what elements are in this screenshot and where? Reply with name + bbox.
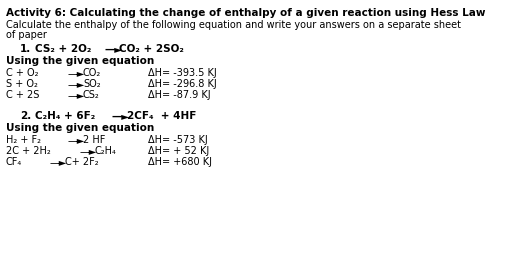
Text: CO₂: CO₂ bbox=[83, 68, 101, 78]
Text: —►: —► bbox=[68, 90, 85, 100]
Text: —►: —► bbox=[68, 79, 85, 89]
Text: CS₂: CS₂ bbox=[83, 90, 100, 100]
Text: ΔH= -87.9 KJ: ΔH= -87.9 KJ bbox=[148, 90, 211, 100]
Text: —►: —► bbox=[68, 68, 85, 78]
Text: —►: —► bbox=[105, 44, 123, 54]
Text: ΔH= -393.5 KJ: ΔH= -393.5 KJ bbox=[148, 68, 217, 78]
Text: ΔH= -296.8 KJ: ΔH= -296.8 KJ bbox=[148, 79, 217, 89]
Text: —►: —► bbox=[80, 146, 97, 156]
Text: C+ 2F₂: C+ 2F₂ bbox=[65, 157, 99, 167]
Text: ΔH= +680 KJ: ΔH= +680 KJ bbox=[148, 157, 212, 167]
Text: —►: —► bbox=[68, 135, 85, 145]
Text: C₂H₄ + 6F₂: C₂H₄ + 6F₂ bbox=[35, 111, 95, 121]
Text: CO₂ + 2SO₂: CO₂ + 2SO₂ bbox=[119, 44, 184, 54]
Text: 2.: 2. bbox=[20, 111, 31, 121]
Text: H₂ + F₂: H₂ + F₂ bbox=[6, 135, 41, 145]
Text: C₂H₄: C₂H₄ bbox=[95, 146, 117, 156]
Text: CF₄: CF₄ bbox=[6, 157, 22, 167]
Text: 2 HF: 2 HF bbox=[83, 135, 105, 145]
Text: CS₂ + 2O₂: CS₂ + 2O₂ bbox=[35, 44, 92, 54]
Text: —►: —► bbox=[112, 111, 130, 121]
Text: of paper: of paper bbox=[6, 30, 47, 40]
Text: C + O₂: C + O₂ bbox=[6, 68, 39, 78]
Text: C + 2S: C + 2S bbox=[6, 90, 39, 100]
Text: ΔH= + 52 KJ: ΔH= + 52 KJ bbox=[148, 146, 209, 156]
Text: ΔH= -573 KJ: ΔH= -573 KJ bbox=[148, 135, 208, 145]
Text: Using the given equation: Using the given equation bbox=[6, 56, 154, 66]
Text: 2C + 2H₂: 2C + 2H₂ bbox=[6, 146, 51, 156]
Text: S + O₂: S + O₂ bbox=[6, 79, 38, 89]
Text: Using the given equation: Using the given equation bbox=[6, 123, 154, 133]
Text: SO₂: SO₂ bbox=[83, 79, 101, 89]
Text: —►: —► bbox=[50, 157, 67, 167]
Text: 2CF₄  + 4HF: 2CF₄ + 4HF bbox=[127, 111, 196, 121]
Text: 1.: 1. bbox=[20, 44, 31, 54]
Text: Calculate the enthalpy of the following equation and write your answers on a sep: Calculate the enthalpy of the following … bbox=[6, 20, 461, 30]
Text: Activity 6: Calculating the change of enthalpy of a given reaction using Hess La: Activity 6: Calculating the change of en… bbox=[6, 8, 486, 18]
